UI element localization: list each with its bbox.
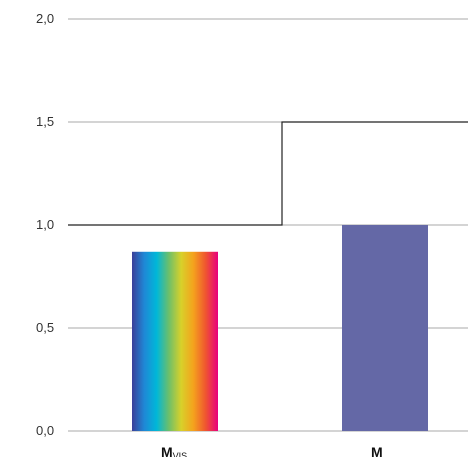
y-tick-labels: 0,0 0,5 1,0 1,5 2,0 xyxy=(36,11,54,438)
y-tick-label-2: 1,0 xyxy=(36,217,54,232)
category-label-0: MVIS xyxy=(161,444,187,457)
category-label-main-1: M xyxy=(371,444,383,457)
y-tick-label-3: 1,5 xyxy=(36,114,54,129)
threshold-line xyxy=(68,121,468,226)
bar-0 xyxy=(132,251,218,431)
bar-1 xyxy=(342,225,428,431)
bars xyxy=(132,225,428,431)
category-labels: MVIS M xyxy=(161,444,383,457)
y-tick-label-4: 2,0 xyxy=(36,11,54,26)
category-label-1: M xyxy=(371,444,383,457)
threshold-step-line xyxy=(68,121,468,226)
y-tick-label-0: 0,0 xyxy=(36,423,54,438)
category-label-main-0: M xyxy=(161,444,173,457)
y-tick-label-1: 0,5 xyxy=(36,320,54,335)
category-label-sub-0: VIS xyxy=(173,451,188,457)
